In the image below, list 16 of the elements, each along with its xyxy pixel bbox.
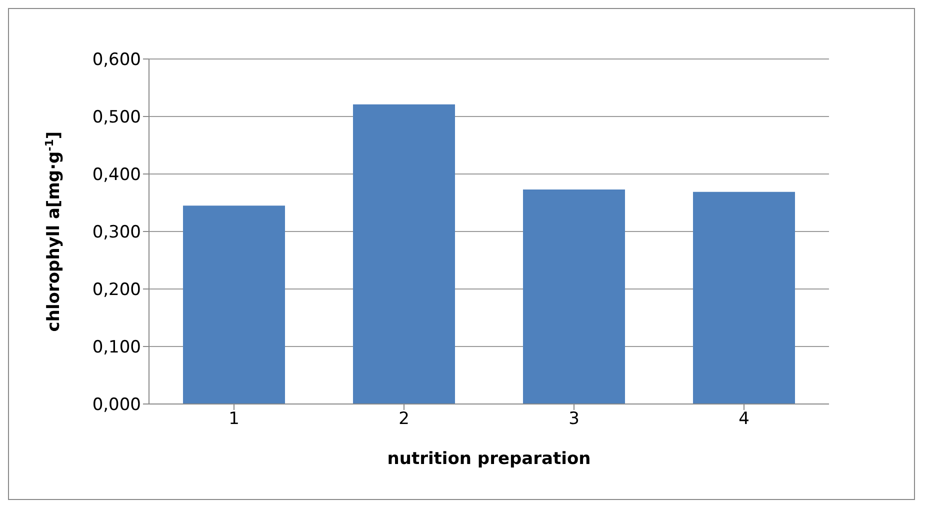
bar: [693, 192, 795, 404]
y-tick-label: 0,500: [92, 108, 141, 128]
y-tick-label: 0,100: [92, 338, 141, 358]
bar: [523, 190, 625, 404]
x-tick-label: 4: [738, 409, 750, 430]
x-tick-label: 1: [228, 409, 240, 430]
x-axis-title: nutrition preparation: [387, 449, 591, 469]
y-tick-label: 0,600: [92, 50, 141, 70]
y-tick-label: 0,300: [92, 222, 141, 243]
bar: [353, 104, 455, 404]
y-tick-label: 0,000: [92, 395, 141, 416]
y-tick-label: 0,400: [92, 165, 141, 186]
x-tick-label: 2: [398, 409, 410, 430]
y-tick-label: 0,200: [92, 280, 141, 300]
x-tick-label: 3: [568, 409, 580, 430]
bar: [183, 206, 285, 404]
